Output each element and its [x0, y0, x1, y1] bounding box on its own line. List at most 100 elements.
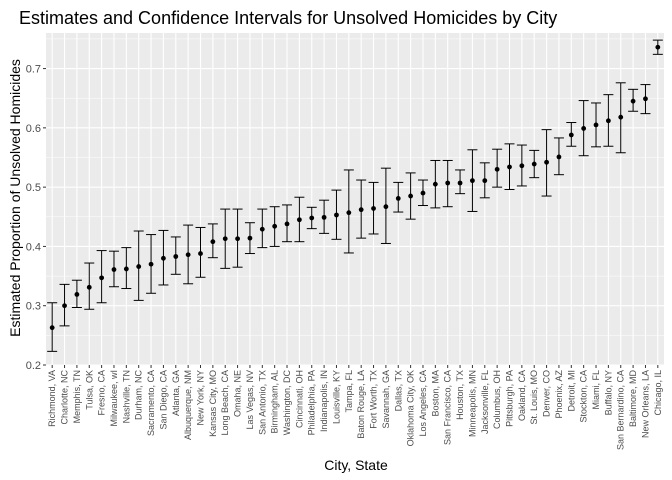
estimate-point	[198, 251, 203, 256]
estimate-point	[408, 193, 414, 199]
x-tick-label: Nashville, TN	[121, 370, 131, 423]
estimate-point	[74, 292, 80, 297]
y-tick-label: 0.6	[26, 123, 41, 135]
x-tick-label: Detroit, MI	[566, 370, 576, 412]
estimate-point	[655, 44, 661, 50]
estimate-point	[210, 239, 216, 245]
estimate-point	[482, 178, 488, 184]
x-tick-label: San Antonio, TX	[257, 370, 267, 435]
x-tick-label: Los Angeles, CA	[418, 370, 428, 437]
estimate-point	[111, 267, 117, 272]
error-bar-group	[652, 39, 663, 55]
error-bar-group	[492, 148, 503, 188]
x-tick-label: Miami, FL	[591, 370, 601, 410]
estimate-point	[383, 204, 389, 210]
error-bar-group	[591, 102, 602, 148]
error-bar-group	[59, 283, 70, 327]
x-tick-label: Savannah, GA	[381, 370, 391, 429]
x-tick-label: Durham, NC	[134, 370, 144, 421]
estimate-point	[123, 266, 129, 272]
error-bar-group	[84, 262, 95, 310]
x-tick-label: Birmingham, AL	[270, 370, 280, 434]
estimate-point	[334, 212, 339, 218]
x-tick-label: Baton Rouge, LA	[356, 370, 366, 439]
estimate-point	[556, 154, 562, 160]
estimate-point	[494, 166, 500, 172]
error-bar-group	[417, 179, 428, 207]
x-tick-label: Charlotte, NC	[60, 370, 70, 425]
estimate-point	[420, 190, 426, 196]
x-tick-label: San Francisco, CA	[443, 370, 453, 445]
estimate-point	[148, 261, 154, 267]
estimate-point	[432, 181, 438, 187]
estimate-point	[309, 215, 315, 221]
error-bar-group	[603, 94, 614, 147]
x-tick-label: Kansas City, MO	[208, 370, 218, 437]
error-bar-group	[294, 196, 305, 243]
estimate-point	[222, 236, 228, 242]
x-tick-label: San Diego, CA	[158, 370, 168, 430]
x-axis-title: City, State	[324, 457, 388, 473]
error-bar-group	[343, 169, 354, 254]
x-tick-label: Louisville, KY	[331, 370, 341, 424]
estimate-point	[544, 159, 549, 165]
estimate-point	[49, 325, 55, 331]
error-bar-group	[282, 204, 293, 243]
error-bar-group	[108, 250, 119, 288]
x-tick-label: Washington, DC	[282, 370, 292, 436]
x-tick-label: Albuquerque, NM	[183, 370, 193, 440]
error-bar-group	[566, 122, 577, 147]
estimate-point	[605, 118, 611, 124]
grid-major	[46, 33, 664, 366]
y-tick-label: 0.5	[26, 182, 41, 194]
estimate-point	[161, 255, 166, 261]
x-tick-label: St. Louis, MO	[529, 370, 539, 425]
estimate-point	[173, 254, 179, 259]
estimate-point	[296, 217, 302, 223]
x-tick-label: Baltimore, MD	[628, 370, 638, 428]
y-axis-title: Estimated Proportion of Unsolved Homicid…	[7, 59, 23, 337]
estimate-point	[284, 221, 290, 227]
error-bar-group	[331, 189, 342, 240]
error-bar-group	[146, 234, 157, 294]
error-bar-group	[232, 208, 243, 268]
estimate-point	[247, 235, 253, 241]
x-tick-label: Philadelphia, PA	[307, 370, 317, 435]
estimate-point	[272, 223, 278, 229]
x-tick-label: Cincinnati, OH	[294, 370, 304, 428]
estimate-point	[86, 284, 92, 290]
estimate-point	[445, 180, 451, 186]
x-tick-label: Tulsa, OK	[84, 370, 94, 410]
error-bar-group	[628, 88, 639, 112]
chart-title: Estimates and Confidence Intervals for U…	[19, 8, 557, 28]
x-tick-label: Las Vegas, NV	[245, 370, 255, 430]
error-bar-group	[405, 172, 416, 220]
y-tick-label: 0.4	[26, 241, 41, 253]
error-bar-group	[430, 159, 441, 209]
estimate-point	[507, 164, 512, 170]
error-bar-group	[170, 236, 181, 275]
estimate-point	[136, 264, 142, 269]
estimate-point	[593, 122, 599, 128]
estimate-point	[99, 275, 105, 281]
error-bar-group	[158, 229, 169, 286]
estimate-point	[519, 163, 525, 169]
error-bar-group	[553, 137, 564, 176]
estimate-point	[470, 178, 475, 184]
error-bar-group	[133, 230, 144, 301]
error-bar-group	[479, 162, 490, 199]
estimate-point	[371, 206, 376, 211]
x-tick-label: Jacksonville, FL	[480, 370, 490, 434]
error-bar-group	[71, 279, 82, 308]
x-tick-label: Indianapolis, IN	[319, 370, 329, 432]
error-bar-group	[47, 302, 58, 352]
x-tick-label: Omaha, NE	[233, 370, 243, 417]
error-bar-group	[183, 224, 194, 285]
error-bar-group	[306, 206, 317, 230]
estimate-point	[259, 226, 265, 232]
x-tick-label: San Bernardino, CA	[616, 370, 626, 450]
error-bar-group	[640, 84, 651, 115]
x-tick-label: Fresno, CA	[97, 370, 107, 416]
estimate-point	[395, 196, 401, 201]
